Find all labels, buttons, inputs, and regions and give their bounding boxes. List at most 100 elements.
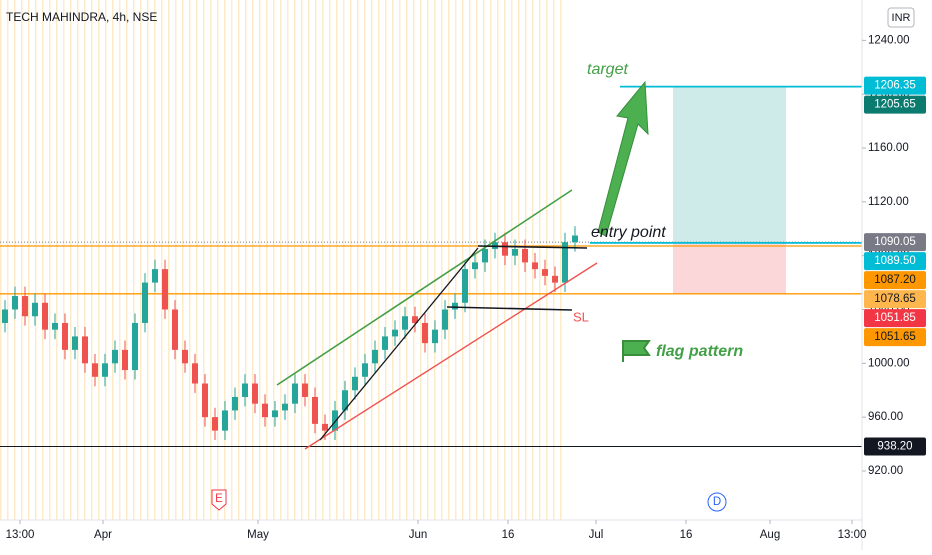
x-tick-label: Jun — [409, 529, 428, 541]
flag-icon — [622, 340, 651, 362]
chart-title: TECH MAHINDRA, 4h, NSE — [6, 10, 157, 24]
price-badge-label: 1089.50 — [874, 255, 916, 267]
candle-body — [122, 349, 128, 371]
x-tick-label: 13:00 — [6, 529, 35, 541]
x-tick-label: May — [247, 529, 269, 541]
y-tick-label: 1160.00 — [868, 142, 909, 154]
candle-body — [202, 383, 208, 418]
price-badge — [864, 233, 926, 252]
candle-body — [92, 363, 98, 377]
earnings-badge — [211, 489, 227, 511]
target-arrow — [597, 80, 649, 237]
flag-line — [477, 245, 588, 249]
earnings-label: E — [215, 493, 223, 505]
currency: INR — [892, 12, 911, 24]
loss-zone — [673, 242, 786, 294]
candle-body — [142, 282, 148, 323]
candle-body — [22, 296, 28, 317]
x-tick-label: 13:00 — [838, 529, 867, 541]
price-badge — [864, 76, 926, 95]
candle-body — [392, 329, 398, 337]
candle-body — [572, 235, 578, 243]
price-badge-label: 1205.65 — [874, 99, 916, 111]
candle-body — [282, 403, 288, 411]
candle-body — [132, 322, 138, 371]
price-badge — [864, 328, 926, 347]
candle-body — [42, 302, 48, 330]
price-badge-label: 1087.20 — [874, 274, 916, 286]
profit-zone — [673, 86, 786, 243]
candle-body — [232, 396, 238, 411]
price-badge — [864, 309, 926, 328]
candle-body — [322, 423, 328, 431]
candle-body — [262, 403, 268, 418]
candle-body — [152, 269, 158, 283]
trend-line — [276, 189, 573, 386]
candle-body — [62, 322, 68, 350]
candle-body — [452, 302, 458, 310]
price-badge-label: 1206.35 — [874, 80, 916, 92]
trend-line — [304, 262, 598, 450]
price-badge — [864, 95, 926, 114]
y-tick-label: 960.00 — [868, 411, 903, 423]
candle-body — [192, 363, 198, 384]
candle-body — [182, 349, 188, 364]
candle-body — [402, 316, 408, 330]
candle-body — [312, 396, 318, 424]
price-badge — [864, 252, 926, 271]
candle-body — [362, 363, 368, 377]
entry-label: entry point — [591, 224, 666, 241]
time-axis — [0, 520, 932, 550]
candle-body — [2, 309, 8, 323]
candle-body — [352, 376, 358, 391]
y-tick-label: 920.00 — [868, 465, 903, 477]
candle-body — [72, 336, 78, 350]
candle-body — [472, 262, 478, 270]
candle-body — [432, 329, 438, 344]
y-tick-label: 1000.00 — [868, 357, 910, 369]
candle-body — [502, 242, 508, 256]
candle-body — [522, 248, 528, 263]
candle-body — [382, 336, 388, 350]
price-badge-label: 1051.65 — [874, 331, 916, 343]
y-tick-label: 1120.00 — [868, 196, 909, 208]
price-badge — [864, 290, 926, 309]
candle-body — [332, 410, 338, 431]
candle-body — [292, 383, 298, 404]
price-badge — [864, 437, 926, 456]
y-tick-label: 1240.00 — [868, 34, 910, 46]
candle-body — [552, 275, 558, 283]
candle-body — [482, 248, 488, 263]
candle-body — [32, 302, 38, 317]
candle-body — [222, 410, 228, 431]
candle-body — [462, 269, 468, 303]
x-tick-label: Aug — [760, 529, 780, 541]
price-badge — [864, 271, 926, 290]
flagpole-line — [319, 247, 479, 441]
candle-body — [532, 262, 538, 270]
candle-body — [52, 322, 58, 330]
candle-body — [422, 322, 428, 344]
candle-body — [512, 248, 518, 256]
candle-body — [102, 363, 108, 377]
price-badge-label: 938.20 — [877, 441, 912, 453]
candle-body — [302, 383, 308, 397]
pattern-label: flag pattern — [656, 343, 743, 360]
x-tick-label: Jul — [589, 529, 604, 541]
x-tick-label: 16 — [680, 529, 693, 541]
candle-body — [562, 242, 568, 283]
currency-box[interactable] — [887, 7, 915, 28]
candle-body — [12, 296, 18, 310]
price-badge-label: 1051.85 — [874, 312, 916, 324]
candle-body — [342, 390, 348, 411]
candle-body — [542, 269, 548, 276]
flag-line — [446, 306, 573, 311]
candle-body — [212, 417, 218, 431]
stop-label: SL — [573, 309, 589, 324]
candle-body — [412, 316, 418, 323]
x-tick-label: Apr — [94, 529, 112, 541]
candle-body — [162, 269, 168, 310]
candle-body — [112, 349, 118, 364]
dividend-label: D — [713, 496, 721, 508]
